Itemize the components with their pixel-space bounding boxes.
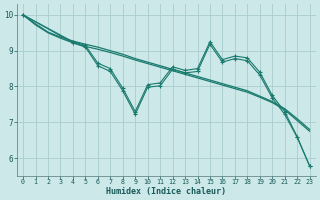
X-axis label: Humidex (Indice chaleur): Humidex (Indice chaleur) — [106, 187, 226, 196]
